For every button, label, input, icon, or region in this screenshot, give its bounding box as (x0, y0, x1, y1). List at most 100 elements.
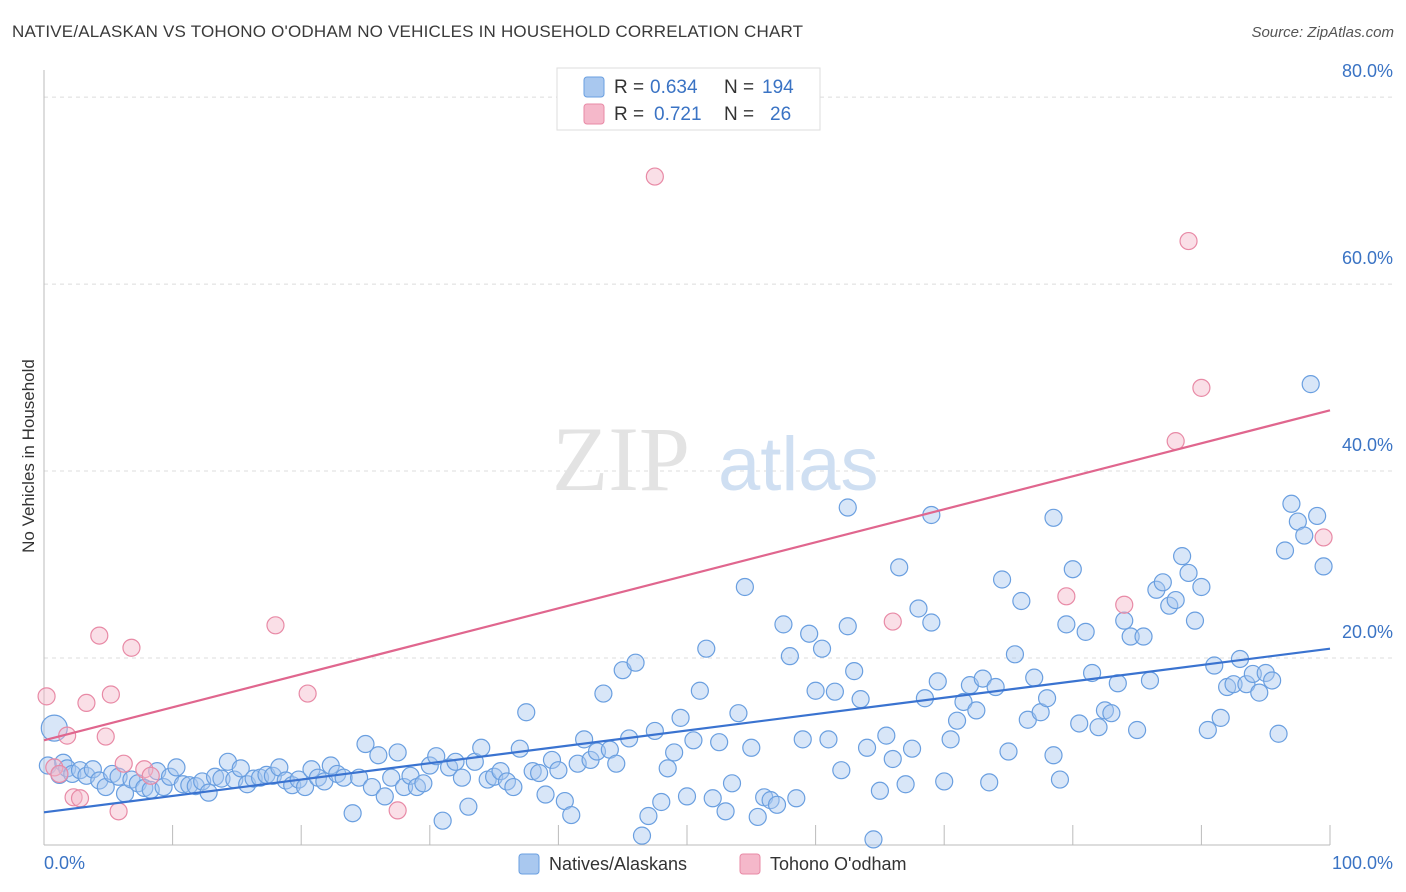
x-tick-label: 100.0% (1332, 853, 1393, 873)
data-point (922, 613, 941, 632)
y-tick-label: 80.0% (1342, 61, 1393, 81)
data-point (1044, 508, 1063, 527)
y-tick-label: 60.0% (1342, 248, 1393, 268)
data-point (915, 689, 935, 708)
data-point (684, 731, 703, 750)
data-point (954, 692, 973, 712)
data-point (523, 762, 542, 781)
data-point (167, 758, 186, 777)
data-point (774, 615, 793, 634)
data-point (999, 742, 1018, 761)
data-point (536, 785, 555, 804)
data-point (1057, 615, 1076, 634)
data-point (141, 766, 160, 785)
data-point (1185, 611, 1205, 630)
data-point (90, 626, 109, 645)
bottom-legend: Natives/Alaskans Tohono O'odham (518, 853, 907, 875)
data-point (812, 639, 832, 658)
data-point (607, 754, 626, 773)
data-point (902, 739, 922, 758)
data-point (510, 739, 529, 758)
data-point (1057, 587, 1076, 606)
data-point (1115, 595, 1134, 614)
data-point (594, 684, 613, 703)
series-tohono (37, 167, 1333, 821)
data-point (800, 624, 819, 643)
data-point (64, 788, 83, 807)
data-point (652, 792, 671, 812)
data-point (334, 768, 353, 787)
data-point (639, 806, 658, 826)
data-point (517, 703, 536, 722)
data-point (1250, 683, 1269, 702)
data-point (1243, 664, 1262, 684)
data-point (935, 772, 954, 791)
data-point (1044, 746, 1063, 765)
data-point (1192, 378, 1211, 397)
trend-lines (43, 409, 1331, 814)
data-point (394, 777, 414, 797)
data-point (50, 764, 69, 784)
data-point (427, 747, 446, 766)
legend-n-label-tohono: N = (724, 104, 754, 125)
data-point (716, 802, 735, 821)
data-point (549, 761, 568, 780)
data-point (967, 701, 986, 720)
data-point (793, 730, 812, 749)
data-point (1301, 375, 1320, 394)
data-point (420, 756, 439, 775)
data-point (928, 672, 947, 691)
bottom-legend-swatch-tohono (739, 853, 761, 875)
data-point (1275, 541, 1295, 560)
data-point (414, 774, 433, 793)
data-point (1166, 432, 1185, 451)
legend-r-label-natives: R = (614, 77, 644, 98)
bottom-legend-label-natives: Natives/Alaskans (549, 854, 687, 874)
data-point (947, 711, 967, 730)
legend-swatch-tohono (583, 103, 605, 125)
data-point (896, 775, 915, 794)
data-point (767, 795, 787, 814)
data-point (980, 773, 999, 792)
data-point (504, 777, 523, 797)
grid (44, 96, 1392, 659)
data-point (375, 787, 394, 806)
y-tick-label: 40.0% (1342, 435, 1393, 455)
watermark-zip: ZIP (552, 408, 690, 510)
legend-n-value-natives: 194 (762, 77, 794, 98)
data-point (870, 781, 890, 800)
legend-r-value-natives: 0.634 (650, 77, 698, 98)
x-tick-label: 0.0% (44, 853, 85, 873)
data-point (1237, 675, 1256, 694)
legend-n-label-natives: N = (724, 77, 754, 98)
legend-n-value-tohono: 26 (770, 104, 791, 125)
data-point (83, 760, 102, 779)
data-point (1282, 494, 1301, 513)
legend-box: R = 0.634 N = 194 R = 0.721 N = 26 (556, 67, 821, 131)
chart-title: NATIVE/ALASKAN VS TOHONO O'ODHAM NO VEHI… (12, 22, 804, 41)
data-point (722, 774, 742, 793)
data-point (122, 638, 141, 657)
data-point (388, 743, 407, 762)
data-point (70, 789, 90, 808)
data-point (1153, 573, 1172, 592)
y-tick-label: 20.0% (1342, 622, 1393, 642)
data-point (665, 743, 684, 762)
data-point (1121, 627, 1140, 646)
watermark-atlas: atlas (718, 422, 879, 507)
data-point (1140, 671, 1160, 690)
data-point (780, 647, 799, 666)
data-point (883, 612, 902, 631)
data-point (671, 708, 690, 727)
data-point (748, 807, 767, 827)
data-point (530, 763, 549, 783)
data-point (825, 682, 844, 701)
data-point (1134, 627, 1153, 646)
bottom-legend-swatch-natives (518, 853, 540, 875)
data-point (1179, 563, 1198, 583)
trend-line-tohono (43, 409, 1331, 742)
data-point (1173, 547, 1192, 566)
data-point (1037, 689, 1057, 708)
data-point (446, 752, 465, 771)
data-point (96, 777, 115, 797)
